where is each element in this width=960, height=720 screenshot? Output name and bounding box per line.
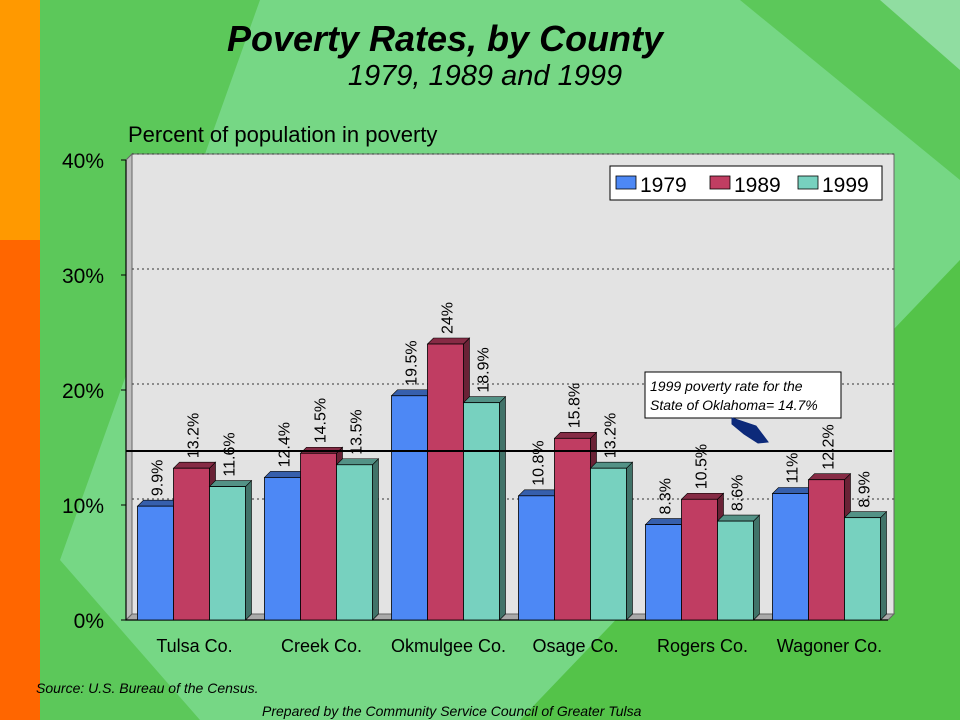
bar-side xyxy=(880,510,887,621)
axes: 0% 10% 20% 30% 40% Tulsa Co. Creek Co. Okmulgee… xyxy=(62,150,888,656)
y-tick-label: 30% xyxy=(62,265,104,288)
data-label: 13.5% xyxy=(349,409,366,454)
x-tick-label: Osage Co. xyxy=(532,636,618,656)
bar-osage-co-1999 xyxy=(590,467,627,621)
callout: 1999 poverty rate for the State of Oklaho… xyxy=(644,371,842,444)
y-axis-label: Percent of population in poverty xyxy=(128,122,438,147)
x-tick-label: Creek Co. xyxy=(281,636,362,656)
callout-text-line1: 1999 poverty rate for the xyxy=(650,378,803,394)
bar-top xyxy=(172,461,217,469)
legend[interactable]: 1979 1989 1999 xyxy=(609,165,883,201)
x-tick-label: Okmulgee Co. xyxy=(391,636,506,656)
chart-subtitle: 1979, 1989 and 1999 xyxy=(347,60,623,92)
data-label: 10.5% xyxy=(694,444,711,489)
data-label: 12.4% xyxy=(277,422,294,467)
data-label: 11% xyxy=(785,453,802,484)
legend-swatch-1989 xyxy=(709,175,731,190)
bar-okmulgee-co-1989 xyxy=(427,343,464,621)
y-tick-label: 0% xyxy=(74,610,104,633)
bar-creek-co-1979 xyxy=(264,476,301,621)
legend-label-1979: 1979 xyxy=(640,174,687,197)
bar-top xyxy=(553,431,598,439)
data-label: 12.2% xyxy=(821,424,838,469)
data-label: 13.2% xyxy=(186,413,203,458)
bar-wagoner-co-1979 xyxy=(772,493,809,621)
bar-top xyxy=(807,473,852,481)
bar-rogers-co-1999 xyxy=(717,520,754,621)
bar-side xyxy=(626,461,633,621)
bar-side xyxy=(753,514,760,621)
data-label: 13.2% xyxy=(603,413,620,458)
x-tick-label: Tulsa Co. xyxy=(156,636,232,656)
bar-top xyxy=(589,461,634,469)
legend-swatch-1999 xyxy=(797,175,819,190)
bar-top xyxy=(680,492,725,500)
bar-tulsa-co-1999 xyxy=(209,486,246,621)
bar-rogers-co-1989 xyxy=(681,498,718,621)
y-tick-label: 10% xyxy=(62,495,104,518)
data-label: 8.6% xyxy=(730,475,747,511)
callout-text-line2: State of Oklahoma= 14.7% xyxy=(650,397,818,413)
bar-top xyxy=(426,337,471,345)
data-label: 10.8% xyxy=(531,440,548,485)
bar-creek-co-1989 xyxy=(300,452,337,621)
bars xyxy=(136,337,888,621)
bar-side xyxy=(372,458,379,621)
red-orange-strip xyxy=(0,240,40,720)
bar-tulsa-co-1989 xyxy=(173,467,210,621)
bar-okmulgee-co-1979 xyxy=(391,395,428,621)
data-label: 15.8% xyxy=(567,383,584,428)
legend-swatch-1979 xyxy=(615,175,637,190)
bar-rogers-co-1979 xyxy=(645,524,682,621)
bar-osage-co-1979 xyxy=(518,495,555,621)
plot-side-wall xyxy=(125,152,133,622)
bar-top xyxy=(462,396,507,403)
bar-top xyxy=(335,458,380,466)
credit-note: Prepared by the Community Service Counci… xyxy=(262,703,642,719)
bar-okmulgee-co-1999 xyxy=(463,402,500,621)
bar-top xyxy=(843,511,888,518)
bar-side xyxy=(499,395,506,621)
bar-osage-co-1989 xyxy=(554,437,591,621)
bar-creek-co-1999 xyxy=(336,464,373,621)
data-labels: 9.9% 13.2% 11.6% 12.4% 14.5% 13.5% 19.5% 24% 18.… xyxy=(150,302,874,515)
gridlines xyxy=(132,153,894,500)
data-label: 24% xyxy=(440,302,457,334)
x-tick-label: Rogers Co. xyxy=(657,636,748,656)
data-label: 8.3% xyxy=(658,478,675,514)
data-label: 19.5% xyxy=(404,340,421,385)
y-tick-label: 20% xyxy=(62,380,104,403)
legend-label-1999: 1999 xyxy=(822,174,869,197)
bar-top xyxy=(716,514,761,522)
legend-label-1989: 1989 xyxy=(734,174,781,197)
chart-title: Poverty Rates, by County xyxy=(226,18,664,59)
y-tick-label: 40% xyxy=(62,150,104,173)
data-label: 9.9% xyxy=(150,460,167,496)
orange-strip xyxy=(0,0,40,240)
data-label: 11.6% xyxy=(222,432,239,476)
data-label: 8.9% xyxy=(857,471,874,507)
bar-side xyxy=(245,479,252,621)
bar-top xyxy=(208,480,253,487)
bar-wagoner-co-1999 xyxy=(844,517,881,621)
legend-box xyxy=(609,165,883,201)
data-label: 18.9% xyxy=(476,347,493,392)
callout-pointer xyxy=(731,417,769,444)
x-tick-label: Wagoner Co. xyxy=(777,636,882,656)
source-note: Source: U.S. Bureau of the Census. xyxy=(36,680,259,696)
callout-box xyxy=(644,371,842,419)
data-label: 14.5% xyxy=(313,398,330,443)
bar-wagoner-co-1989 xyxy=(808,479,845,621)
bar-tulsa-co-1979 xyxy=(137,505,174,621)
